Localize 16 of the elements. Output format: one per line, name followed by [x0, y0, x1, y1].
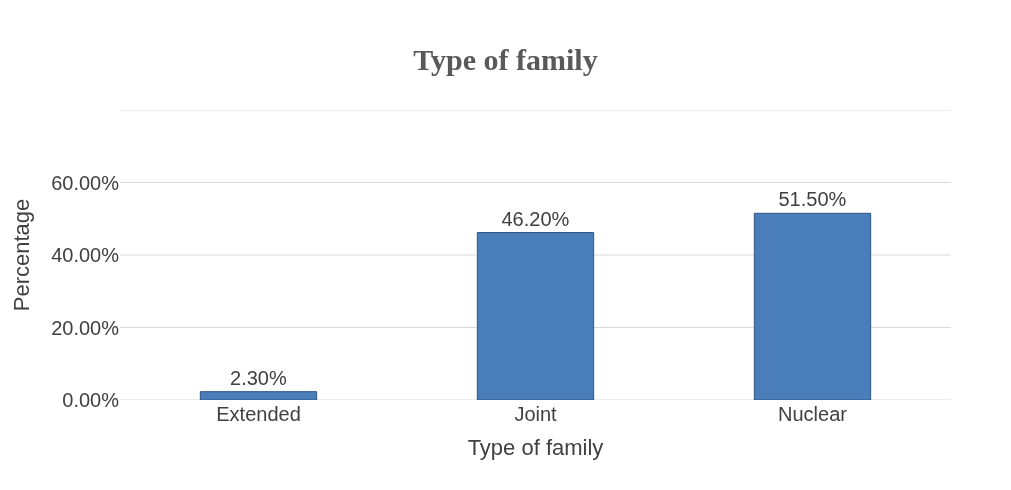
y-tick-label: 0.00%: [62, 389, 120, 411]
y-tick-label: 20.00%: [51, 316, 120, 339]
y-tick-label: 60.00%: [51, 171, 120, 194]
chart-title: Type of family: [413, 43, 598, 76]
x-tick-label: Extended: [216, 403, 301, 425]
y-axis-title: Percentage: [8, 198, 34, 312]
data-label: 46.20%: [501, 207, 570, 230]
bar: [476, 232, 595, 400]
bar: [753, 212, 872, 400]
x-tick-label: Joint: [514, 403, 558, 425]
data-label: 51.50%: [778, 188, 847, 211]
bar: [199, 391, 318, 400]
y-tick-label: 40.00%: [51, 244, 120, 266]
x-axis-title: Type of family: [467, 434, 604, 460]
x-tick-label: Nuclear: [778, 403, 848, 425]
data-label: 2.30%: [230, 366, 287, 389]
